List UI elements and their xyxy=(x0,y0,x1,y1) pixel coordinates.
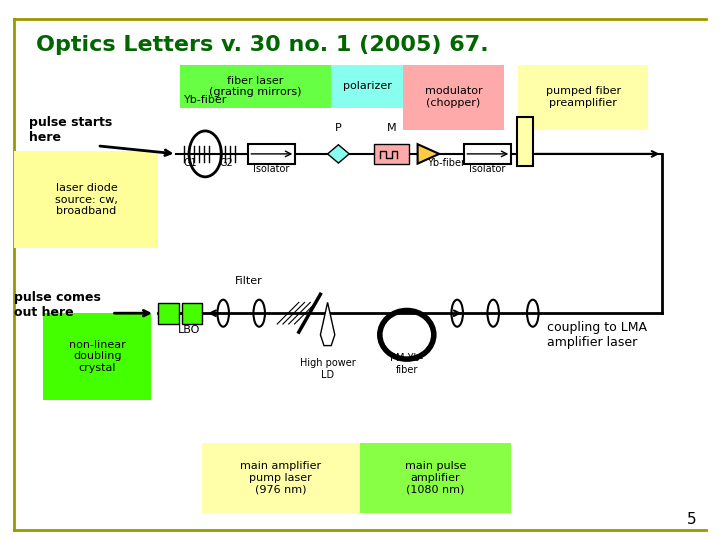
FancyBboxPatch shape xyxy=(158,303,179,324)
FancyBboxPatch shape xyxy=(182,303,202,324)
FancyBboxPatch shape xyxy=(14,151,158,248)
Text: main pulse
amplifier
(1080 nm): main pulse amplifier (1080 nm) xyxy=(405,461,467,495)
Text: High power
LD: High power LD xyxy=(300,359,356,380)
Text: G1: G1 xyxy=(184,158,197,168)
Text: LBO: LBO xyxy=(177,325,200,335)
Text: Isolator: Isolator xyxy=(253,164,289,174)
Text: modulator
(chopper): modulator (chopper) xyxy=(425,86,482,108)
Text: Filter: Filter xyxy=(235,275,262,286)
Text: G2: G2 xyxy=(220,158,234,168)
Polygon shape xyxy=(328,145,349,163)
Text: Yb-fiber: Yb-fiber xyxy=(428,158,465,168)
Text: pulse starts
here: pulse starts here xyxy=(29,116,112,144)
Text: Optics Letters v. 30 no. 1 (2005) 67.: Optics Letters v. 30 no. 1 (2005) 67. xyxy=(36,35,489,55)
Polygon shape xyxy=(320,302,335,346)
Text: polarizer: polarizer xyxy=(343,82,392,91)
FancyBboxPatch shape xyxy=(403,65,504,130)
FancyBboxPatch shape xyxy=(202,443,360,513)
FancyBboxPatch shape xyxy=(518,65,648,130)
Text: M: M xyxy=(387,123,397,133)
Text: pumped fiber
preamplifier: pumped fiber preamplifier xyxy=(546,86,621,108)
Text: Isolator: Isolator xyxy=(469,164,505,174)
Text: coupling to LMA
amplifier laser: coupling to LMA amplifier laser xyxy=(547,321,647,349)
Text: laser diode
source: cw,
broadband: laser diode source: cw, broadband xyxy=(55,183,118,217)
FancyBboxPatch shape xyxy=(43,313,151,400)
FancyBboxPatch shape xyxy=(180,65,331,108)
Text: fiber laser
(grating mirrors): fiber laser (grating mirrors) xyxy=(210,76,302,97)
FancyBboxPatch shape xyxy=(360,443,511,513)
FancyBboxPatch shape xyxy=(374,144,409,164)
FancyBboxPatch shape xyxy=(517,117,533,166)
Text: Yb-fiber: Yb-fiber xyxy=(184,94,227,105)
Text: 5: 5 xyxy=(686,511,696,526)
Text: main amplifier
pump laser
(976 nm): main amplifier pump laser (976 nm) xyxy=(240,461,321,495)
FancyBboxPatch shape xyxy=(248,144,295,164)
Text: P: P xyxy=(335,123,342,133)
FancyBboxPatch shape xyxy=(464,144,511,164)
Text: pulse comes
out here: pulse comes out here xyxy=(14,291,102,319)
FancyBboxPatch shape xyxy=(331,65,403,108)
Text: PM Yb-
fiber: PM Yb- fiber xyxy=(390,353,423,375)
Text: non-linear
doubling
crystal: non-linear doubling crystal xyxy=(69,340,125,373)
Polygon shape xyxy=(418,144,439,164)
